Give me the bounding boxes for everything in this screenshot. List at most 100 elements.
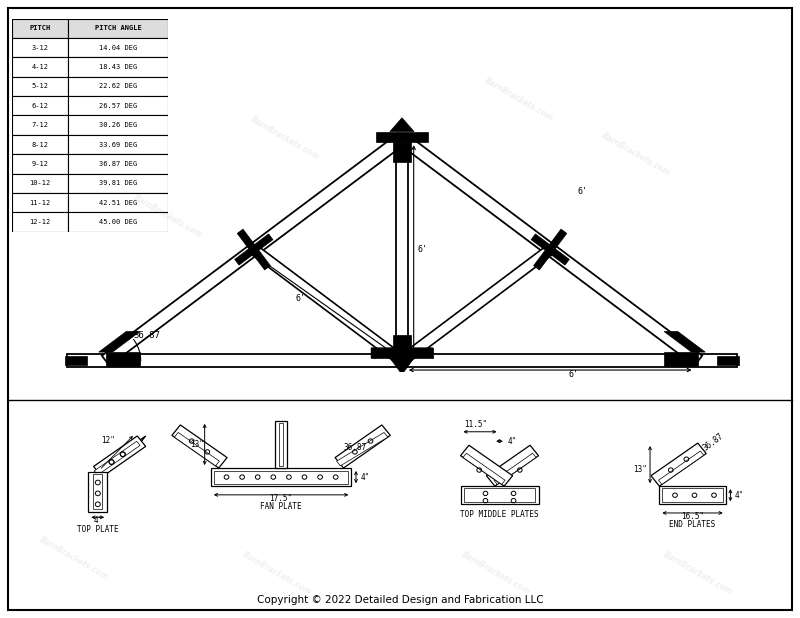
Text: 4": 4" [735, 491, 744, 500]
Text: 42.51 DEG: 42.51 DEG [99, 200, 138, 206]
Text: 8-12: 8-12 [31, 142, 49, 148]
Polygon shape [410, 348, 433, 358]
FancyBboxPatch shape [12, 174, 68, 193]
Polygon shape [398, 133, 702, 366]
FancyBboxPatch shape [68, 38, 168, 57]
Polygon shape [371, 348, 433, 358]
Text: 11.5": 11.5" [465, 420, 488, 429]
Text: BarnBrackets.com: BarnBrackets.com [38, 535, 110, 582]
Polygon shape [89, 472, 107, 512]
Polygon shape [174, 433, 219, 466]
Text: 10-12: 10-12 [30, 180, 50, 186]
Polygon shape [214, 470, 348, 484]
Text: FAN PLATE: FAN PLATE [260, 502, 302, 511]
Text: 12": 12" [101, 436, 115, 446]
Text: 39.81 DEG: 39.81 DEG [99, 180, 138, 186]
FancyBboxPatch shape [68, 19, 168, 38]
Text: 6': 6' [295, 294, 306, 303]
Text: 36.87 DEG: 36.87 DEG [99, 161, 138, 167]
Polygon shape [371, 348, 394, 358]
Polygon shape [234, 234, 273, 265]
Polygon shape [486, 445, 538, 486]
Text: 16.5": 16.5" [681, 512, 704, 521]
FancyBboxPatch shape [12, 57, 68, 77]
Text: 6': 6' [418, 245, 427, 254]
Text: 4-12: 4-12 [31, 64, 49, 70]
Polygon shape [461, 445, 513, 486]
Polygon shape [376, 132, 428, 142]
Text: Copyright © 2022 Detailed Design and Fabrication LLC: Copyright © 2022 Detailed Design and Fab… [257, 595, 543, 605]
Polygon shape [337, 433, 388, 466]
FancyBboxPatch shape [68, 96, 168, 116]
Polygon shape [494, 453, 536, 485]
Polygon shape [658, 451, 704, 485]
Text: 6-12: 6-12 [31, 103, 49, 109]
Text: 6': 6' [569, 370, 578, 379]
FancyBboxPatch shape [12, 154, 68, 174]
Text: END PLATES: END PLATES [670, 520, 716, 530]
Polygon shape [211, 468, 351, 486]
Polygon shape [94, 436, 146, 477]
Text: 17.5": 17.5" [270, 494, 293, 502]
Text: BarnBrackets.com: BarnBrackets.com [241, 549, 314, 596]
FancyBboxPatch shape [12, 19, 68, 38]
FancyBboxPatch shape [68, 193, 168, 213]
Text: 45.00 DEG: 45.00 DEG [99, 219, 138, 225]
Polygon shape [94, 441, 140, 475]
Polygon shape [662, 488, 723, 502]
Text: BarnBrackets.com: BarnBrackets.com [249, 115, 321, 162]
FancyBboxPatch shape [68, 57, 168, 77]
Polygon shape [98, 331, 140, 352]
FancyBboxPatch shape [12, 193, 68, 213]
FancyBboxPatch shape [12, 116, 68, 135]
FancyBboxPatch shape [68, 135, 168, 154]
Polygon shape [66, 355, 738, 367]
Polygon shape [102, 133, 406, 366]
Text: BarnBrackets.com: BarnBrackets.com [662, 549, 734, 596]
Polygon shape [394, 142, 410, 163]
FancyBboxPatch shape [68, 174, 168, 193]
FancyBboxPatch shape [12, 77, 68, 96]
Polygon shape [664, 352, 698, 366]
Text: 22.62 DEG: 22.62 DEG [99, 83, 138, 90]
Polygon shape [93, 474, 102, 509]
Polygon shape [94, 441, 140, 472]
Text: BarnBrackets.com: BarnBrackets.com [600, 130, 672, 177]
Text: BarnBrackets.com: BarnBrackets.com [132, 193, 204, 240]
Polygon shape [394, 335, 410, 358]
Text: 30.26 DEG: 30.26 DEG [99, 122, 138, 128]
Polygon shape [250, 245, 405, 365]
Text: 6': 6' [578, 187, 587, 196]
Text: 5-12: 5-12 [31, 83, 49, 90]
Text: 36.87: 36.87 [133, 331, 160, 341]
Polygon shape [390, 118, 414, 132]
Text: BarnBrackets.com: BarnBrackets.com [483, 76, 555, 123]
Polygon shape [396, 138, 408, 361]
Text: 13": 13" [190, 440, 204, 449]
Polygon shape [335, 425, 390, 468]
Polygon shape [172, 425, 227, 468]
Text: TOP PLATE: TOP PLATE [77, 525, 118, 534]
Text: 14.04 DEG: 14.04 DEG [99, 44, 138, 51]
Text: 36.87: 36.87 [343, 443, 366, 452]
Text: 4": 4" [507, 437, 517, 446]
Text: 9-12: 9-12 [31, 161, 49, 167]
Text: 36.87: 36.87 [702, 431, 726, 452]
Text: 3-12: 3-12 [31, 44, 49, 51]
FancyBboxPatch shape [12, 213, 68, 232]
Text: TOP MIDDLE PLATES: TOP MIDDLE PLATES [460, 510, 539, 519]
Polygon shape [464, 488, 535, 502]
Polygon shape [531, 234, 570, 265]
Polygon shape [238, 229, 254, 249]
Text: 4": 4" [361, 473, 370, 481]
FancyBboxPatch shape [68, 77, 168, 96]
Polygon shape [94, 436, 146, 477]
Polygon shape [278, 423, 283, 466]
FancyBboxPatch shape [68, 213, 168, 232]
Polygon shape [106, 352, 140, 366]
Polygon shape [534, 250, 551, 270]
Text: 18.43 DEG: 18.43 DEG [99, 64, 138, 70]
Text: 4": 4" [93, 516, 102, 525]
Text: 12-12: 12-12 [30, 219, 50, 225]
Polygon shape [717, 356, 739, 365]
